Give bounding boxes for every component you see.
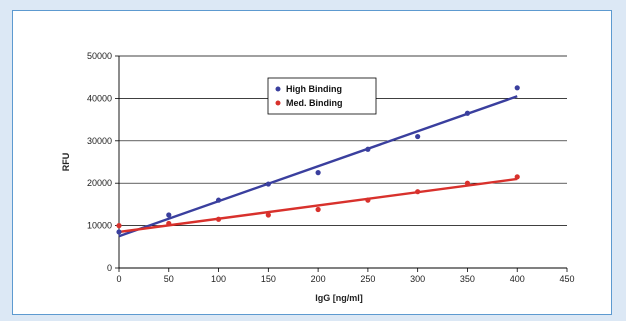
chart-frame: 0 10000 20000 30000 40000 50000 0 50 100 150 200 2… bbox=[12, 10, 612, 315]
x-tick-label-200: 200 bbox=[311, 274, 326, 284]
point-s1-0 bbox=[116, 223, 122, 229]
y-tick-label-30000: 30000 bbox=[87, 136, 112, 146]
x-tick-label-100: 100 bbox=[211, 274, 226, 284]
legend-marker-med-binding bbox=[275, 100, 281, 106]
point-s0-4 bbox=[315, 170, 321, 176]
legend-label-med-binding: Med. Binding bbox=[286, 98, 343, 108]
y-tick-label-10000: 10000 bbox=[87, 221, 112, 231]
point-s0-7 bbox=[464, 110, 471, 116]
x-tick-label-250: 250 bbox=[360, 274, 375, 284]
x-tick-label-450: 450 bbox=[559, 274, 574, 284]
x-tick-label-400: 400 bbox=[510, 274, 525, 284]
point-s0-1 bbox=[166, 212, 172, 218]
legend-box bbox=[267, 77, 377, 115]
point-s0-0 bbox=[116, 229, 122, 235]
point-s1-1 bbox=[166, 220, 172, 227]
y-tick-label-20000: 20000 bbox=[87, 178, 112, 188]
x-tick-labels: 0 50 100 150 200 250 300 350 400 450 bbox=[116, 274, 574, 284]
trendline-0 bbox=[118, 95, 518, 238]
legend-marker-high-binding bbox=[275, 86, 281, 92]
trendline-1 bbox=[118, 177, 518, 234]
y-axis-title: RFU bbox=[61, 153, 71, 172]
x-tick-label-150: 150 bbox=[261, 274, 276, 284]
point-s1-3 bbox=[265, 212, 271, 218]
point-s0-6 bbox=[415, 133, 421, 140]
y-tick-label-40000: 40000 bbox=[87, 93, 112, 103]
x-tick-label-300: 300 bbox=[410, 274, 425, 284]
point-s1-2 bbox=[215, 216, 222, 222]
y-tick-label-50000: 50000 bbox=[87, 51, 112, 61]
legend-label-high-binding: High Binding bbox=[286, 84, 342, 94]
point-s1-6 bbox=[415, 189, 421, 195]
x-tick-label-50: 50 bbox=[164, 274, 174, 284]
point-s0-5 bbox=[365, 146, 371, 152]
point-s0-8 bbox=[514, 85, 520, 91]
point-s1-5 bbox=[365, 197, 371, 203]
point-s1-4 bbox=[315, 206, 321, 213]
x-tick-label-350: 350 bbox=[460, 274, 475, 284]
x-tick-label-0: 0 bbox=[116, 274, 121, 284]
data-points bbox=[116, 85, 520, 235]
trendlines bbox=[118, 95, 518, 238]
y-tick-labels: 0 10000 20000 30000 40000 50000 bbox=[87, 51, 112, 273]
chart-svg: 0 10000 20000 30000 40000 50000 0 50 100 150 200 2… bbox=[61, 51, 575, 303]
point-s1-7 bbox=[464, 180, 471, 186]
point-s1-8 bbox=[514, 174, 520, 180]
point-s0-2 bbox=[215, 197, 222, 203]
point-s0-3 bbox=[265, 181, 271, 187]
legend: High Binding Med. Binding bbox=[267, 77, 377, 115]
x-axis-title: IgG [ng/ml] bbox=[315, 293, 363, 303]
y-tick-label-0: 0 bbox=[107, 263, 112, 273]
